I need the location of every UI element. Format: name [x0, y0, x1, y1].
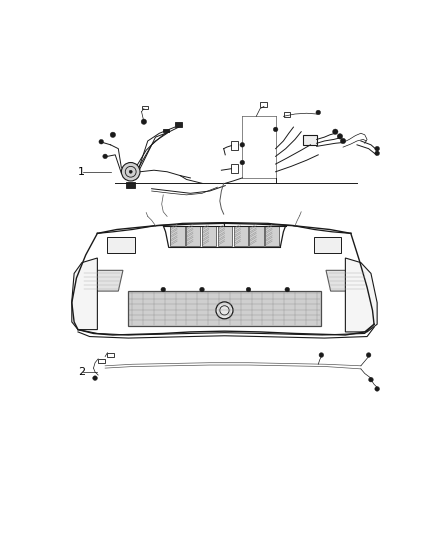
Circle shape	[103, 154, 107, 159]
Polygon shape	[82, 270, 123, 291]
Circle shape	[161, 287, 166, 292]
Circle shape	[340, 138, 346, 144]
Circle shape	[337, 134, 343, 139]
Circle shape	[216, 302, 233, 319]
Bar	[218, 227, 232, 246]
Bar	[249, 227, 264, 246]
Bar	[231, 141, 238, 150]
Circle shape	[369, 377, 373, 382]
Circle shape	[240, 142, 245, 147]
Polygon shape	[326, 270, 367, 291]
Bar	[186, 227, 200, 246]
Circle shape	[246, 287, 251, 292]
Bar	[260, 102, 267, 107]
Bar	[107, 353, 114, 357]
Bar	[98, 359, 105, 364]
Circle shape	[285, 287, 290, 292]
Circle shape	[375, 147, 379, 151]
Circle shape	[273, 127, 278, 132]
Bar	[128, 291, 321, 326]
Circle shape	[375, 386, 379, 391]
Circle shape	[121, 163, 140, 181]
Bar	[284, 112, 290, 117]
Bar	[163, 128, 169, 133]
Polygon shape	[72, 258, 97, 329]
Circle shape	[99, 140, 103, 144]
Bar	[231, 164, 238, 173]
Bar	[314, 237, 342, 253]
Circle shape	[200, 287, 204, 292]
Text: 1: 1	[78, 167, 85, 177]
Circle shape	[93, 376, 97, 381]
Bar	[142, 106, 148, 109]
Circle shape	[129, 170, 132, 173]
Bar	[170, 227, 184, 246]
Bar	[126, 182, 135, 188]
Polygon shape	[346, 258, 377, 332]
Circle shape	[375, 151, 379, 156]
Circle shape	[240, 160, 245, 165]
Circle shape	[110, 132, 116, 138]
Bar	[175, 123, 182, 127]
Bar	[265, 227, 279, 246]
Circle shape	[316, 110, 321, 115]
Bar	[233, 227, 248, 246]
Bar	[202, 227, 216, 246]
Circle shape	[332, 129, 338, 134]
Circle shape	[366, 353, 371, 357]
Bar	[303, 135, 317, 145]
Text: 2: 2	[78, 367, 85, 377]
Circle shape	[141, 119, 147, 124]
Circle shape	[319, 353, 324, 357]
Bar	[107, 237, 134, 253]
